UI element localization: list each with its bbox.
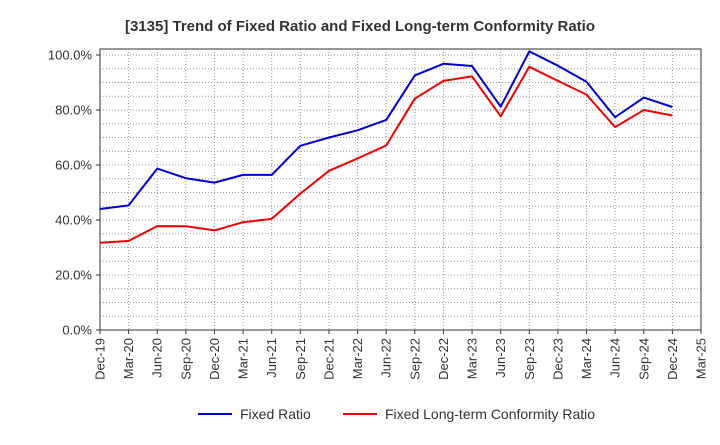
x-tick-label: Sep-21 [293, 338, 308, 380]
x-tick-label: Mar-24 [579, 338, 594, 379]
x-tick-label: Mar-20 [121, 338, 136, 379]
x-tick-label: Dec-20 [207, 338, 222, 380]
x-tick-label: Jun-20 [150, 338, 165, 378]
x-tick-label: Jun-23 [493, 338, 508, 378]
series-lines [99, 50, 673, 244]
x-tick-label: Jun-24 [608, 338, 623, 378]
x-tick-label: Sep-20 [178, 338, 193, 380]
x-tick-label: Mar-23 [465, 338, 480, 379]
x-tick-label: Dec-22 [436, 338, 451, 380]
x-tick-label: Dec-24 [665, 338, 680, 380]
y-tick-label: 0.0% [62, 323, 92, 338]
grid [100, 49, 701, 330]
x-tick-label: Mar-22 [350, 338, 365, 379]
x-tick-label: Sep-23 [522, 338, 537, 380]
plot-frame [99, 48, 702, 331]
x-tick-label: Mar-25 [694, 338, 709, 379]
x-tick-label: Jun-22 [379, 338, 394, 378]
y-tick-label: 40.0% [55, 213, 92, 228]
x-tick-label: Dec-23 [550, 338, 565, 380]
axes: 0.0% 20.0% 40.0% 60.0% 80.0% 100.0% Dec-19 Mar-… [48, 48, 709, 380]
x-tick-label: Jun-21 [264, 338, 279, 378]
x-tick-label: Dec-21 [321, 338, 336, 380]
series-line-fixed-ratio [99, 50, 673, 210]
y-tick-label: 80.0% [55, 103, 92, 118]
x-tick-label: Dec-19 [93, 338, 108, 380]
x-tick-label: Sep-22 [407, 338, 422, 380]
x-tick-label: Sep-24 [636, 338, 651, 380]
y-tick-label: 20.0% [55, 268, 92, 283]
x-tick-label: Mar-21 [236, 338, 251, 379]
y-tick-label: 60.0% [55, 158, 92, 173]
chart-title: [3135] Trend of Fixed Ratio and Fixed Lo… [125, 18, 595, 35]
legend: Fixed Ratio Fixed Long-term Conformity Ra… [198, 406, 595, 422]
series-line-fixed-long-term-conformity-ratio [99, 65, 673, 244]
legend-label: Fixed Ratio [240, 406, 311, 422]
y-tick-label: 100.0% [48, 48, 93, 63]
legend-label: Fixed Long-term Conformity Ratio [385, 406, 595, 422]
